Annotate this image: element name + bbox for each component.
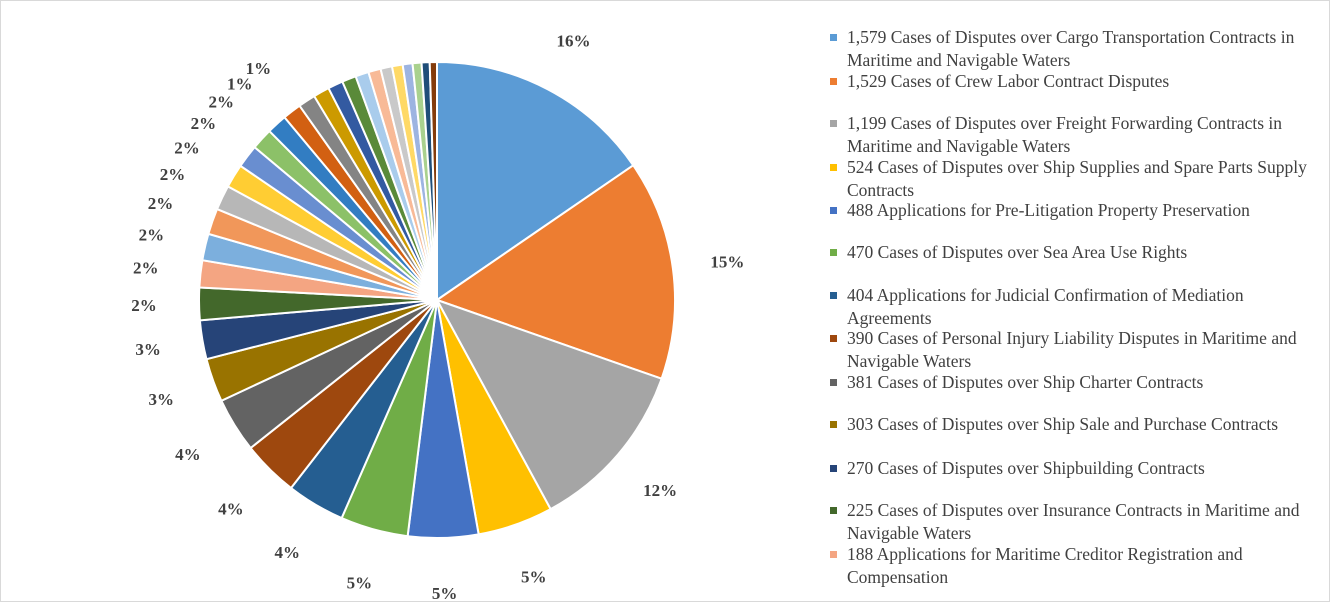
pie-percent-label-9: 4%: [175, 445, 201, 464]
legend-swatch: [830, 465, 837, 472]
legend-swatch: [830, 120, 837, 127]
pie-percent-label-7: 4%: [275, 543, 301, 562]
legend-swatch: [830, 379, 837, 386]
legend-swatch: [830, 207, 837, 214]
pie-slice-33: [428, 60, 438, 301]
legend-label: 390 Cases of Personal Injury Liability D…: [847, 328, 1297, 371]
pie-percent-label-12: 2%: [131, 296, 157, 315]
pie-percent-label-1: 16%: [557, 32, 591, 51]
legend-swatch: [830, 292, 837, 299]
legend-swatch: [830, 507, 837, 514]
legend-label: 270 Cases of Disputes over Shipbuilding …: [847, 458, 1205, 478]
pie-percent-label-18: 2%: [191, 114, 217, 133]
pie-percent-label-20: 1%: [227, 74, 253, 93]
pie-percent-label-17: 2%: [174, 138, 200, 157]
legend-swatch: [830, 164, 837, 171]
legend-label: 470 Cases of Disputes over Sea Area Use …: [847, 242, 1188, 262]
pie-percent-labels: 16% 15% 12% 5% 5% 5% 4% 4% 4% 3% 3% 2% 2% 2% 2% 2% 2% 2% 2…: [131, 32, 744, 603]
pie-slice-1: [436, 60, 635, 302]
chart-legend: 1,579 Cases of Disputes over Cargo Trans…: [830, 26, 1325, 591]
legend-swatch: [830, 421, 837, 428]
legend-label: 188 Applications for Maritime Creditor R…: [847, 544, 1243, 587]
pie-percent-label-3: 12%: [643, 481, 677, 500]
pie-percent-label-6: 5%: [347, 574, 373, 593]
pie-percent-label-14: 2%: [139, 226, 165, 245]
pie-slice-2: [434, 163, 676, 381]
legend-label: 488 Applications for Pre-Litigation Prop…: [847, 200, 1250, 220]
legend-swatch: [830, 335, 837, 342]
pie-slice-3: [434, 298, 663, 511]
pie-slices: [198, 60, 676, 539]
pie-percent-label-11: 3%: [135, 340, 161, 359]
pie-percent-label-2: 15%: [710, 252, 744, 271]
legend-label: 524 Cases of Disputes over Ship Supplies…: [847, 157, 1307, 200]
pie-percent-label-10: 3%: [148, 390, 174, 409]
legend-label: 404 Applications for Judicial Confirmati…: [847, 285, 1244, 328]
pie-percent-label-19: 2%: [209, 93, 235, 112]
legend-swatch: [830, 34, 837, 41]
pie-percent-label-16: 2%: [160, 165, 186, 184]
legend-swatch: [830, 78, 837, 85]
legend-label: 303 Cases of Disputes over Ship Sale and…: [847, 414, 1279, 434]
pie-percent-label-13: 2%: [133, 259, 159, 278]
legend-swatch: [830, 249, 837, 256]
pie-percent-label-5: 5%: [432, 584, 458, 603]
legend-label: 1,529 Cases of Crew Labor Contract Dispu…: [847, 71, 1170, 91]
pie-percent-label-4: 5%: [521, 568, 547, 587]
pie-percent-label-8: 4%: [218, 499, 244, 518]
pie-percent-label-21: 1%: [246, 59, 272, 78]
legend-label: 1,199 Cases of Disputes over Freight For…: [847, 113, 1283, 156]
legend-label: 225 Cases of Disputes over Insurance Con…: [847, 500, 1300, 543]
pie-percent-label-15: 2%: [148, 194, 174, 213]
legend-label: 381 Cases of Disputes over Ship Charter …: [847, 372, 1204, 392]
legend-swatch: [830, 551, 837, 558]
legend-label: 1,579 Cases of Disputes over Cargo Trans…: [847, 27, 1295, 70]
